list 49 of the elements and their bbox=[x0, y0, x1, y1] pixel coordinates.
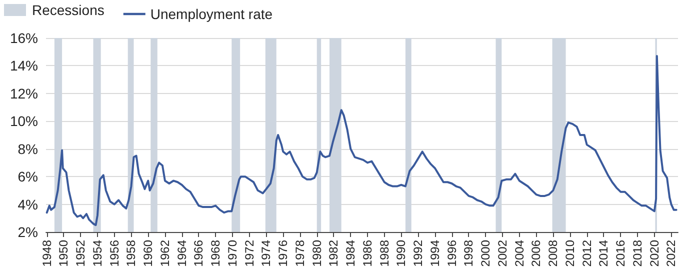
y-tick-label: 4% bbox=[18, 196, 38, 212]
y-tick-label: 10% bbox=[10, 113, 38, 130]
y-tick-label: 2% bbox=[18, 224, 38, 240]
x-tick-label: 1976 bbox=[276, 240, 290, 267]
y-tick-label: 6% bbox=[18, 168, 38, 185]
x-tick-label: 2020 bbox=[647, 240, 662, 267]
y-tick-label: 12% bbox=[10, 85, 38, 102]
x-tick-label: 2022 bbox=[664, 240, 678, 267]
x-tick-label: 1954 bbox=[90, 240, 104, 267]
x-tick-label: 1952 bbox=[74, 240, 88, 267]
x-tick-label: 1996 bbox=[444, 240, 459, 267]
x-tick-label: 1992 bbox=[411, 240, 426, 267]
x-tick-label: 1960 bbox=[141, 240, 156, 267]
x-tick-label: 1974 bbox=[259, 240, 274, 267]
x-tick-label: 1948 bbox=[40, 240, 54, 267]
x-tick-label: 1994 bbox=[428, 240, 442, 267]
x-tick-label: 2004 bbox=[512, 240, 526, 267]
x-tick-label: 1990 bbox=[394, 240, 408, 267]
x-tick-label: 2006 bbox=[529, 240, 544, 267]
x-tick-label: 1988 bbox=[377, 240, 392, 267]
x-tick-label: 1982 bbox=[326, 240, 341, 267]
x-tick-label: 2000 bbox=[478, 240, 493, 267]
y-tick-label: 8% bbox=[18, 140, 38, 157]
y-tick-label: 14% bbox=[10, 58, 38, 74]
x-tick-label: 1950 bbox=[56, 240, 71, 267]
x-tick-label: 1980 bbox=[310, 240, 324, 267]
x-tick-label: 1978 bbox=[292, 240, 307, 267]
x-tick-label: 2002 bbox=[495, 240, 510, 267]
x-tick-label: 2014 bbox=[596, 240, 611, 267]
x-tick-label: 1970 bbox=[225, 240, 240, 267]
x-tick-label: 1968 bbox=[208, 240, 223, 267]
y-tick-label: 16% bbox=[10, 30, 38, 46]
x-tick-label: 1958 bbox=[124, 240, 138, 267]
line-series bbox=[46, 55, 678, 226]
x-tick-label: 1984 bbox=[344, 240, 358, 267]
x-tick-label: 1998 bbox=[462, 240, 476, 267]
x-tick-label: 2010 bbox=[562, 240, 577, 267]
x-tick-label: 1986 bbox=[360, 240, 374, 267]
x-tick-label: 2016 bbox=[614, 240, 628, 267]
x-tick-label: 2008 bbox=[546, 240, 560, 267]
legend-label: Unemployment rate bbox=[150, 6, 273, 22]
x-tick-label: 1962 bbox=[158, 240, 172, 267]
x-tick-label: 1972 bbox=[242, 240, 256, 267]
x-tick-label: 1964 bbox=[174, 240, 189, 267]
x-tick-label: 1966 bbox=[192, 240, 206, 267]
x-tick-label: 2018 bbox=[630, 240, 644, 267]
x-tick-label: 2012 bbox=[580, 240, 594, 267]
band-label: Recessions bbox=[32, 2, 104, 18]
x-tick-label: 1956 bbox=[107, 240, 122, 267]
